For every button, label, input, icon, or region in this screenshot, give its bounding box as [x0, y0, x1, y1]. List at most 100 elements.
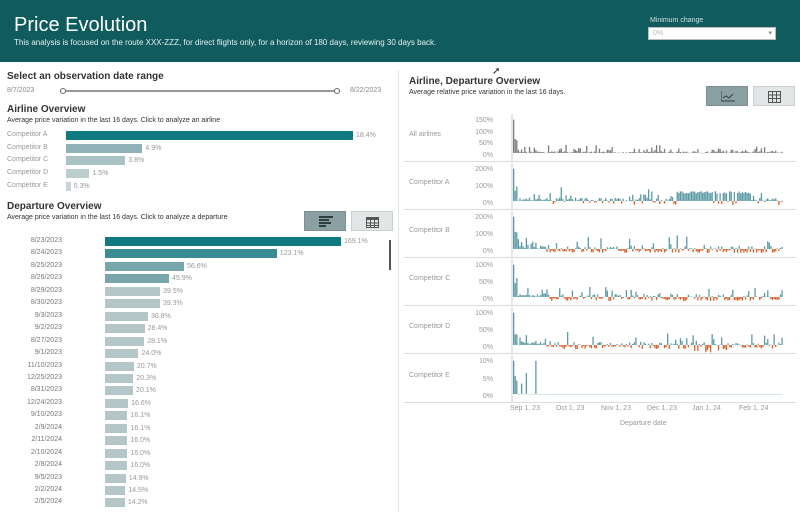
airline-row-label[interactable]: Competitor C	[7, 156, 49, 164]
departure-row-label[interactable]: 8/30/2023	[30, 299, 62, 307]
airline-bar[interactable]	[66, 131, 353, 140]
panel-bar	[708, 249, 710, 253]
departure-bar[interactable]	[105, 473, 126, 483]
departure-row-label[interactable]: 9/2/2023	[34, 324, 62, 332]
panel-bar	[771, 297, 774, 301]
departure-row-label[interactable]: 8/27/2023	[30, 336, 62, 344]
panel-bar	[641, 297, 643, 299]
departure-bar[interactable]	[105, 373, 134, 383]
departure-bar[interactable]	[105, 498, 125, 508]
panel-bar	[635, 337, 637, 345]
panel-bar	[532, 200, 534, 201]
departure-bar[interactable]	[105, 237, 341, 246]
departure-bar-value: 14.5%	[128, 487, 149, 494]
departure-bar[interactable]	[105, 274, 170, 284]
page-subtitle: This analysis is focused on the route XX…	[14, 38, 437, 47]
departure-row-label[interactable]: 2/9/2024	[34, 423, 62, 431]
panel-bar	[630, 345, 632, 349]
departure-row-label[interactable]: 9/5/2023	[34, 473, 62, 481]
departure-row-label[interactable]: 9/10/2023	[30, 411, 62, 419]
departure-row-label[interactable]: 12/25/2023	[26, 373, 62, 381]
panel-bar	[770, 246, 772, 249]
panel-bar	[749, 249, 751, 252]
date-range-slider[interactable]	[63, 90, 337, 92]
airline-row-label[interactable]: Competitor A	[7, 131, 48, 138]
panel-bar	[608, 201, 610, 203]
departure-row-label[interactable]: 8/31/2023	[30, 386, 62, 394]
airline-bar[interactable]	[66, 156, 126, 166]
panel-bar	[736, 192, 739, 201]
airline-row-label[interactable]: Competitor B	[7, 143, 48, 151]
airline-bar[interactable]	[66, 143, 143, 153]
departure-bar[interactable]	[105, 461, 128, 471]
panel-bar	[721, 201, 723, 205]
panel-bar	[722, 150, 724, 153]
departure-bar[interactable]	[105, 299, 160, 309]
departure-bar[interactable]	[105, 249, 277, 259]
panel-bar	[752, 151, 755, 153]
departure-bar[interactable]	[105, 436, 128, 446]
panel-bar	[773, 334, 775, 345]
departure-row-label[interactable]: 8/29/2023	[30, 286, 62, 294]
departure-bar[interactable]	[105, 398, 129, 408]
departure-bar[interactable]	[105, 361, 134, 371]
departure-bar[interactable]	[105, 448, 128, 458]
panel-bar	[560, 345, 562, 347]
panel-bar	[729, 249, 731, 251]
panel-bar	[630, 200, 632, 201]
panel-bar	[643, 294, 645, 297]
departure-row-label[interactable]: 11/10/2023	[27, 361, 62, 369]
departure-bar[interactable]	[105, 261, 184, 271]
departure-bar[interactable]	[105, 486, 126, 495]
departure-bar[interactable]	[105, 411, 128, 421]
airline-row-label[interactable]: Competitor D	[7, 169, 49, 177]
panel-bar	[648, 249, 650, 251]
departure-row-label[interactable]: 8/25/2023	[30, 261, 62, 269]
panel-bar	[652, 201, 655, 203]
departure-row-label[interactable]: 2/11/2024	[31, 436, 62, 444]
panel-bar	[524, 199, 526, 201]
departure-bar[interactable]	[105, 311, 148, 321]
airline-bar[interactable]	[66, 169, 90, 179]
panel-bar	[727, 249, 729, 251]
departure-row-label[interactable]: 2/10/2024	[30, 448, 62, 456]
line-view-button[interactable]	[706, 86, 748, 106]
airline-bar[interactable]	[66, 181, 71, 191]
bar-view-button[interactable]	[304, 211, 346, 231]
departure-row-label[interactable]: 8/24/2023	[30, 249, 62, 257]
panel-bar	[541, 289, 543, 297]
airline-row-label[interactable]: Competitor E	[7, 181, 48, 189]
departure-scrollbar[interactable]	[389, 240, 391, 270]
departure-row-label[interactable]: 2/5/2024	[34, 498, 62, 506]
panel-bar	[590, 297, 593, 300]
panel-bar	[619, 295, 621, 297]
departure-row-label[interactable]: 2/8/2024	[34, 461, 62, 469]
departure-bar[interactable]	[105, 423, 128, 433]
departure-bar[interactable]	[105, 386, 134, 396]
departure-row-label[interactable]: 8/26/2023	[30, 274, 62, 282]
min-change-dropdown[interactable]: 0% ▾	[648, 27, 776, 40]
departure-row-label[interactable]: 9/3/2023	[34, 311, 62, 319]
slider-start-handle[interactable]	[60, 88, 66, 94]
panel-bar	[578, 147, 580, 153]
calendar-view-button[interactable]	[351, 211, 393, 231]
panel-bar	[714, 248, 717, 249]
departure-row-label[interactable]: 9/1/2023	[34, 349, 62, 357]
min-change-value: 0%	[653, 30, 664, 37]
panel-bar	[722, 345, 724, 349]
departure-bar[interactable]	[105, 349, 139, 359]
departure-bar[interactable]	[105, 336, 145, 346]
departure-bar[interactable]	[105, 324, 145, 334]
slider-end-handle[interactable]	[334, 88, 340, 94]
panel-bar	[636, 249, 639, 251]
departure-row-label[interactable]: 2/2/2024	[34, 486, 62, 493]
panel-bar	[730, 345, 732, 348]
departure-bar[interactable]	[105, 286, 161, 296]
departure-bar-value: 169.1%	[344, 238, 368, 245]
departure-row-label[interactable]: 8/23/2023	[30, 237, 62, 244]
panel-bar	[584, 198, 586, 201]
table-view-button[interactable]	[753, 86, 795, 106]
departure-row-label[interactable]: 12/24/2023	[26, 398, 62, 406]
panel-bar	[735, 150, 737, 153]
panel-bar	[760, 345, 763, 349]
